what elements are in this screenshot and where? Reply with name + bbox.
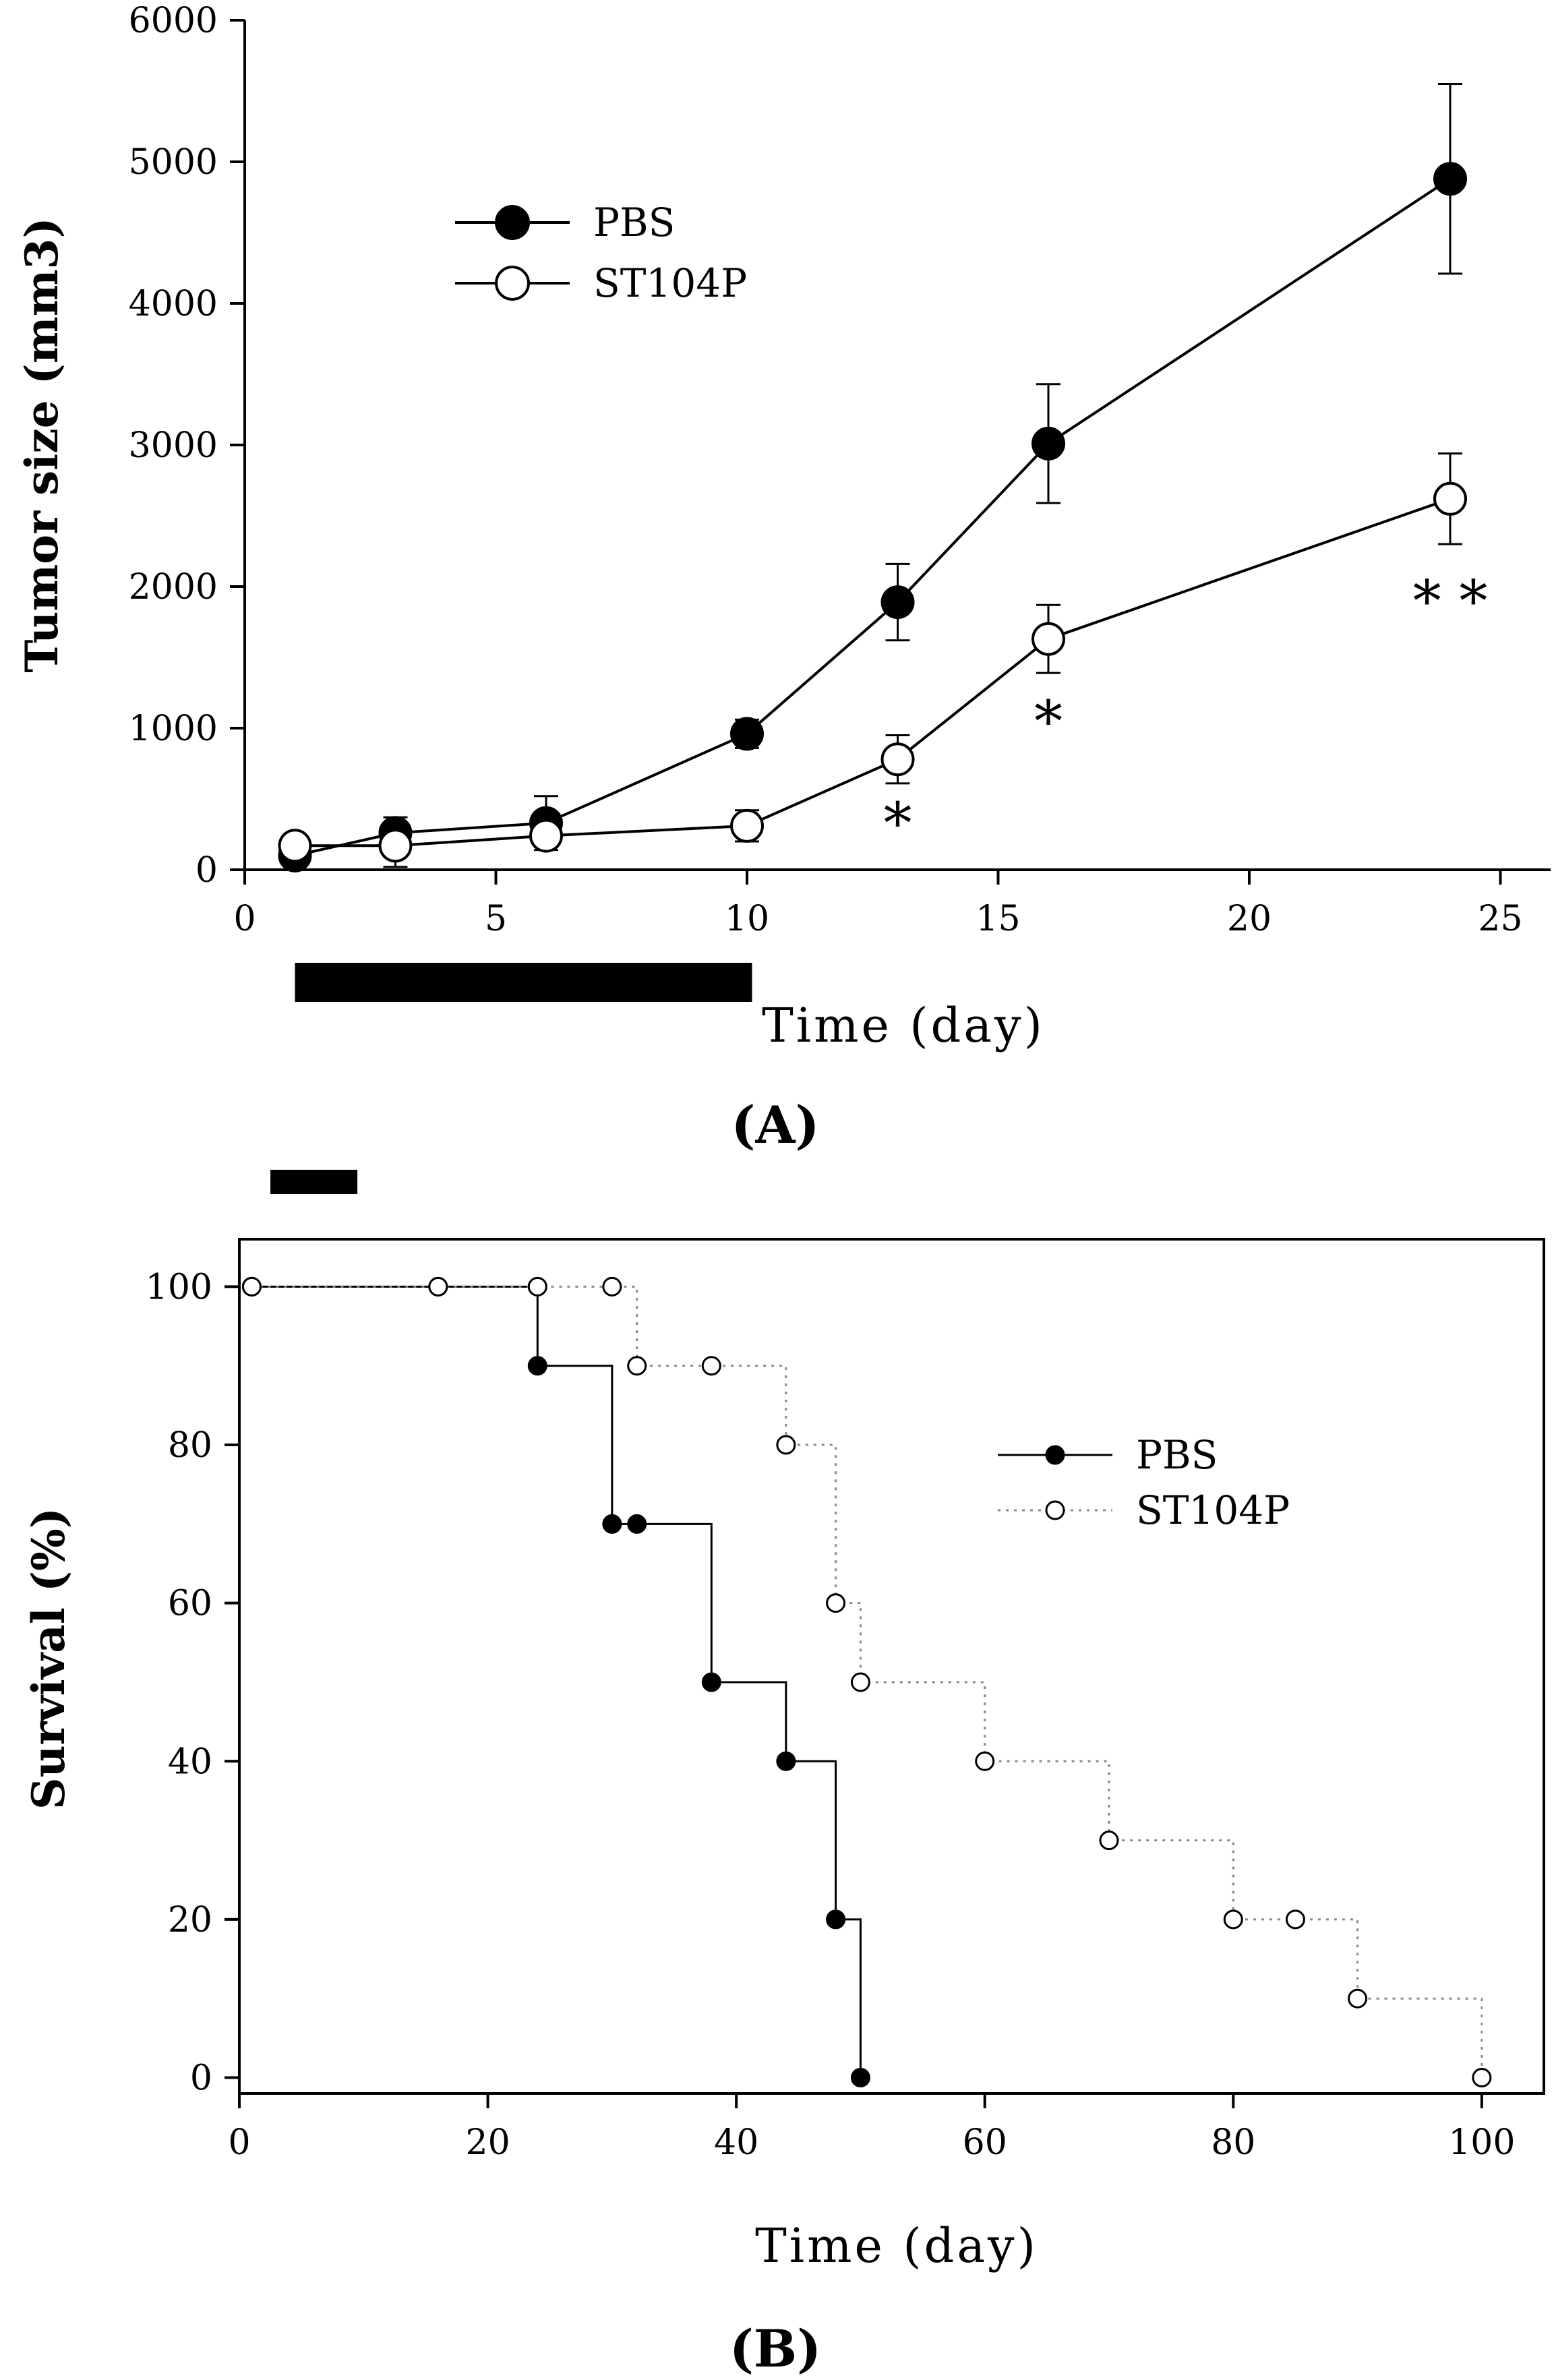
data-point	[701, 1356, 721, 1376]
legend-marker-st104p	[1045, 1500, 1065, 1520]
data-point	[527, 1356, 547, 1376]
x-tick-label: 25	[1478, 899, 1522, 939]
data-point	[826, 1593, 846, 1613]
data-point	[627, 1514, 647, 1534]
data-point	[701, 1672, 721, 1692]
significance-annotations: * * * *	[884, 568, 1488, 857]
axes: 0 20 40 60 80 100 0 20 40 60 80 100	[146, 1267, 1516, 2163]
data-point	[975, 1751, 995, 1771]
data-point	[1285, 1909, 1305, 1930]
data-point	[1223, 1909, 1243, 1930]
treatment-bar-rect	[270, 1170, 358, 1194]
x-tick-label: 0	[228, 2122, 250, 2163]
significance-mark: *	[884, 790, 912, 856]
data-point	[527, 1276, 547, 1297]
data-point	[627, 1356, 647, 1376]
data-point	[826, 1909, 846, 1930]
survival-step-line	[251, 1285, 862, 2078]
data-point	[850, 1672, 870, 1692]
y-tick-label: 20	[168, 1900, 212, 1940]
series-line	[295, 497, 1451, 847]
data-point	[730, 808, 764, 843]
legend-label-st104p: ST104P	[1136, 1487, 1290, 1533]
x-axis-label: Time (day)	[755, 2218, 1038, 2273]
x-tick-label: 20	[465, 2122, 510, 2163]
tumor-size-chart: 0 5 10 15 20 25 0 1000 2000 3000 4000 5000 6000 * * * …	[16, 1, 1551, 1155]
data-point	[730, 717, 764, 751]
x-tick-label: 15	[976, 899, 1020, 939]
legend-marker-pbs	[495, 205, 530, 240]
legend-label-pbs: PBS	[593, 200, 675, 245]
data-point	[850, 2068, 870, 2088]
legend-marker-st104p	[495, 266, 530, 301]
x-tick-label: 80	[1211, 2122, 1255, 2163]
y-tick-label: 80	[168, 1425, 212, 1466]
series-pbs	[241, 1276, 870, 2088]
y-tick-label: 1000	[129, 709, 218, 749]
data-point	[776, 1751, 796, 1771]
x-tick-label: 0	[233, 899, 256, 939]
legend: PBS ST104P	[998, 1432, 1290, 1533]
data-point	[241, 1276, 262, 1297]
treatment-bar	[270, 1170, 358, 1194]
survival-step-line	[251, 1285, 1483, 2078]
y-tick-label: 3000	[129, 425, 218, 466]
treatment-bar-rect	[295, 963, 752, 1002]
y-tick-label: 40	[168, 1742, 212, 1782]
y-axis-label: Tumor size (mm3)	[16, 217, 68, 672]
x-tick-label: 10	[725, 899, 769, 939]
x-tick-label: 40	[714, 2122, 758, 2163]
data-point	[1099, 1831, 1119, 1851]
y-tick-label: 60	[168, 1584, 212, 1624]
legend-marker-pbs	[1045, 1445, 1065, 1465]
series-line	[295, 177, 1452, 857]
x-axis-label: Time (day)	[762, 998, 1045, 1053]
data-point	[529, 819, 563, 853]
x-tick-label: 20	[1227, 899, 1272, 939]
plot-frame	[238, 1238, 1545, 2095]
data-point	[1433, 481, 1467, 516]
significance-mark: * *	[1413, 568, 1488, 634]
significance-mark: *	[1034, 688, 1063, 754]
survival-chart: 0 20 40 60 80 100 0 20 40 60 80 100 PBS ST104P Surv…	[22, 1170, 1545, 2379]
y-tick-label: 0	[196, 850, 218, 891]
y-tick-label: 5000	[129, 142, 218, 183]
panel-label-b: (B)	[729, 2319, 821, 2379]
y-tick-label: 4000	[129, 284, 218, 324]
axes: 0 5 10 15 20 25 0 1000 2000 3000 4000 5000 6000	[129, 1, 1523, 939]
y-tick-label: 2000	[129, 567, 218, 607]
data-point	[1433, 162, 1467, 196]
plot-border	[238, 1238, 1545, 2095]
legend-label-st104p: ST104P	[593, 260, 747, 306]
y-axis-label: Survival (%)	[22, 1508, 75, 1810]
x-tick-label: 5	[485, 899, 507, 939]
data-point	[1348, 1988, 1368, 2009]
y-tick-label: 6000	[129, 1, 218, 41]
data-point	[378, 829, 413, 863]
data-point	[428, 1276, 448, 1297]
legend: PBS ST104P	[455, 200, 747, 306]
series-st104p	[241, 1276, 1492, 2088]
data-point	[602, 1276, 622, 1297]
data-point	[776, 1435, 796, 1455]
y-tick-label: 0	[190, 2058, 212, 2099]
x-tick-label: 100	[1448, 2122, 1515, 2163]
y-tick-label: 100	[146, 1267, 212, 1307]
series-pbs	[278, 83, 1467, 872]
data-point	[1032, 426, 1065, 460]
data-point	[278, 829, 312, 863]
data-point	[602, 1514, 622, 1534]
legend-label-pbs: PBS	[1136, 1432, 1218, 1478]
data-point	[1472, 2068, 1492, 2088]
treatment-bar	[295, 963, 752, 1002]
x-tick-label: 60	[963, 2122, 1007, 2163]
series-st104p	[278, 452, 1467, 868]
data-point	[880, 742, 915, 777]
panel-label-a: (A)	[731, 1095, 820, 1155]
data-point	[1032, 622, 1065, 656]
series-layer	[278, 83, 1467, 872]
data-point	[880, 585, 915, 620]
series-layer	[241, 1276, 1492, 2088]
